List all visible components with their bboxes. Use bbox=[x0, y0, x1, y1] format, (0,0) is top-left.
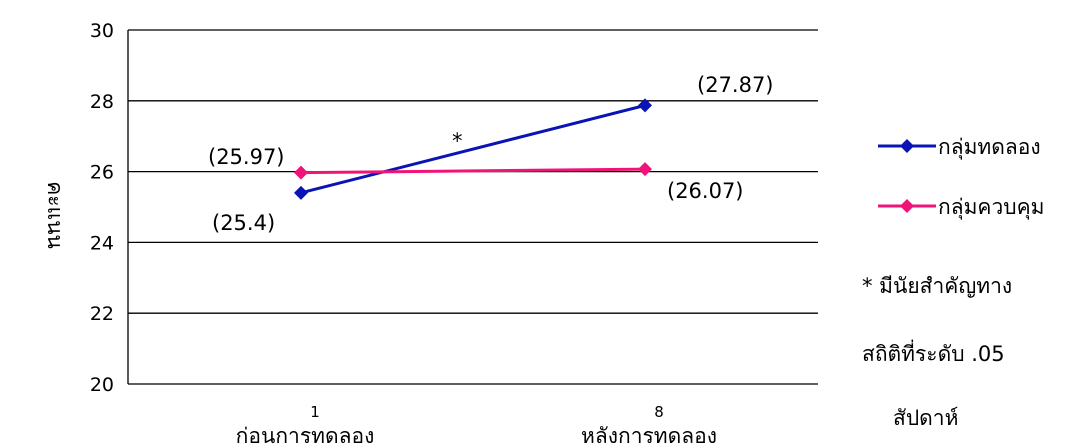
legend-label: กลุ่มควบคุม bbox=[938, 195, 1045, 220]
data-point-marker bbox=[294, 165, 308, 180]
series-lines bbox=[294, 98, 652, 200]
legend-marker-2 bbox=[900, 199, 914, 213]
y-tick-labels: 20 22 24 26 28 30 bbox=[90, 20, 114, 396]
significance-mark: * bbox=[452, 129, 463, 153]
x-axis-label: สัปดาห์ bbox=[893, 406, 958, 430]
y-tick-label: 28 bbox=[90, 91, 114, 113]
series-line-1 bbox=[300, 103, 646, 195]
legend-label: กลุ่มทดลอง bbox=[938, 135, 1041, 160]
x-tick-labels: 1 ก่อนการทดลอง 8 หลังการทดลอง bbox=[236, 403, 717, 448]
data-label: (25.4) bbox=[212, 211, 275, 235]
x-tick-label: หลังการทดลอง bbox=[581, 424, 717, 448]
y-tick-label: 20 bbox=[90, 374, 114, 396]
y-tick-label: 26 bbox=[90, 162, 114, 184]
x-tick-label: ก่อนการทดลอง bbox=[236, 424, 375, 448]
data-label: (27.87) bbox=[697, 73, 774, 97]
significance-note-line2: สถิติที่ระดับ .05 bbox=[862, 339, 1005, 366]
y-tick-label: 22 bbox=[90, 303, 114, 325]
data-label: (25.97) bbox=[208, 145, 285, 169]
y-tick-label: 30 bbox=[90, 20, 114, 42]
x-tick-number: 1 bbox=[310, 403, 320, 421]
y-axis-label: คะแนน bbox=[43, 181, 67, 249]
data-point-marker bbox=[638, 98, 652, 113]
x-tick-number: 8 bbox=[654, 403, 664, 421]
data-point-marker bbox=[638, 162, 652, 177]
data-point-marker bbox=[294, 185, 308, 200]
point-labels: (25.4) (27.87) (25.97) (26.07) bbox=[208, 73, 774, 235]
data-label: (26.07) bbox=[667, 179, 744, 203]
legend-marker-1 bbox=[900, 139, 914, 153]
y-tick-label: 24 bbox=[90, 232, 114, 254]
gridlines bbox=[127, 29, 818, 385]
series-line-2 bbox=[300, 167, 646, 175]
significance-note-line1: * มีนัยสำคัญทาง bbox=[862, 274, 1012, 298]
